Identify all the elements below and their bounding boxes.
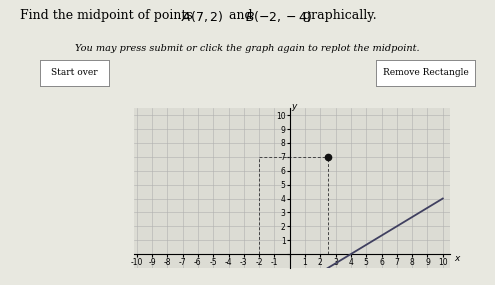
Text: Find the midpoint of points: Find the midpoint of points — [20, 9, 197, 22]
Text: and: and — [225, 9, 257, 22]
Text: y: y — [291, 102, 297, 111]
Text: Remove Rectangle: Remove Rectangle — [383, 68, 469, 77]
Text: x: x — [454, 254, 459, 263]
Text: You may press submit or click the graph again to replot the midpoint.: You may press submit or click the graph … — [75, 44, 420, 53]
Text: Start over: Start over — [51, 68, 98, 77]
Text: graphically.: graphically. — [299, 9, 377, 22]
Text: $A(7, 2)$: $A(7, 2)$ — [181, 9, 223, 24]
Text: $B(-2, -4)$: $B(-2, -4)$ — [245, 9, 312, 24]
